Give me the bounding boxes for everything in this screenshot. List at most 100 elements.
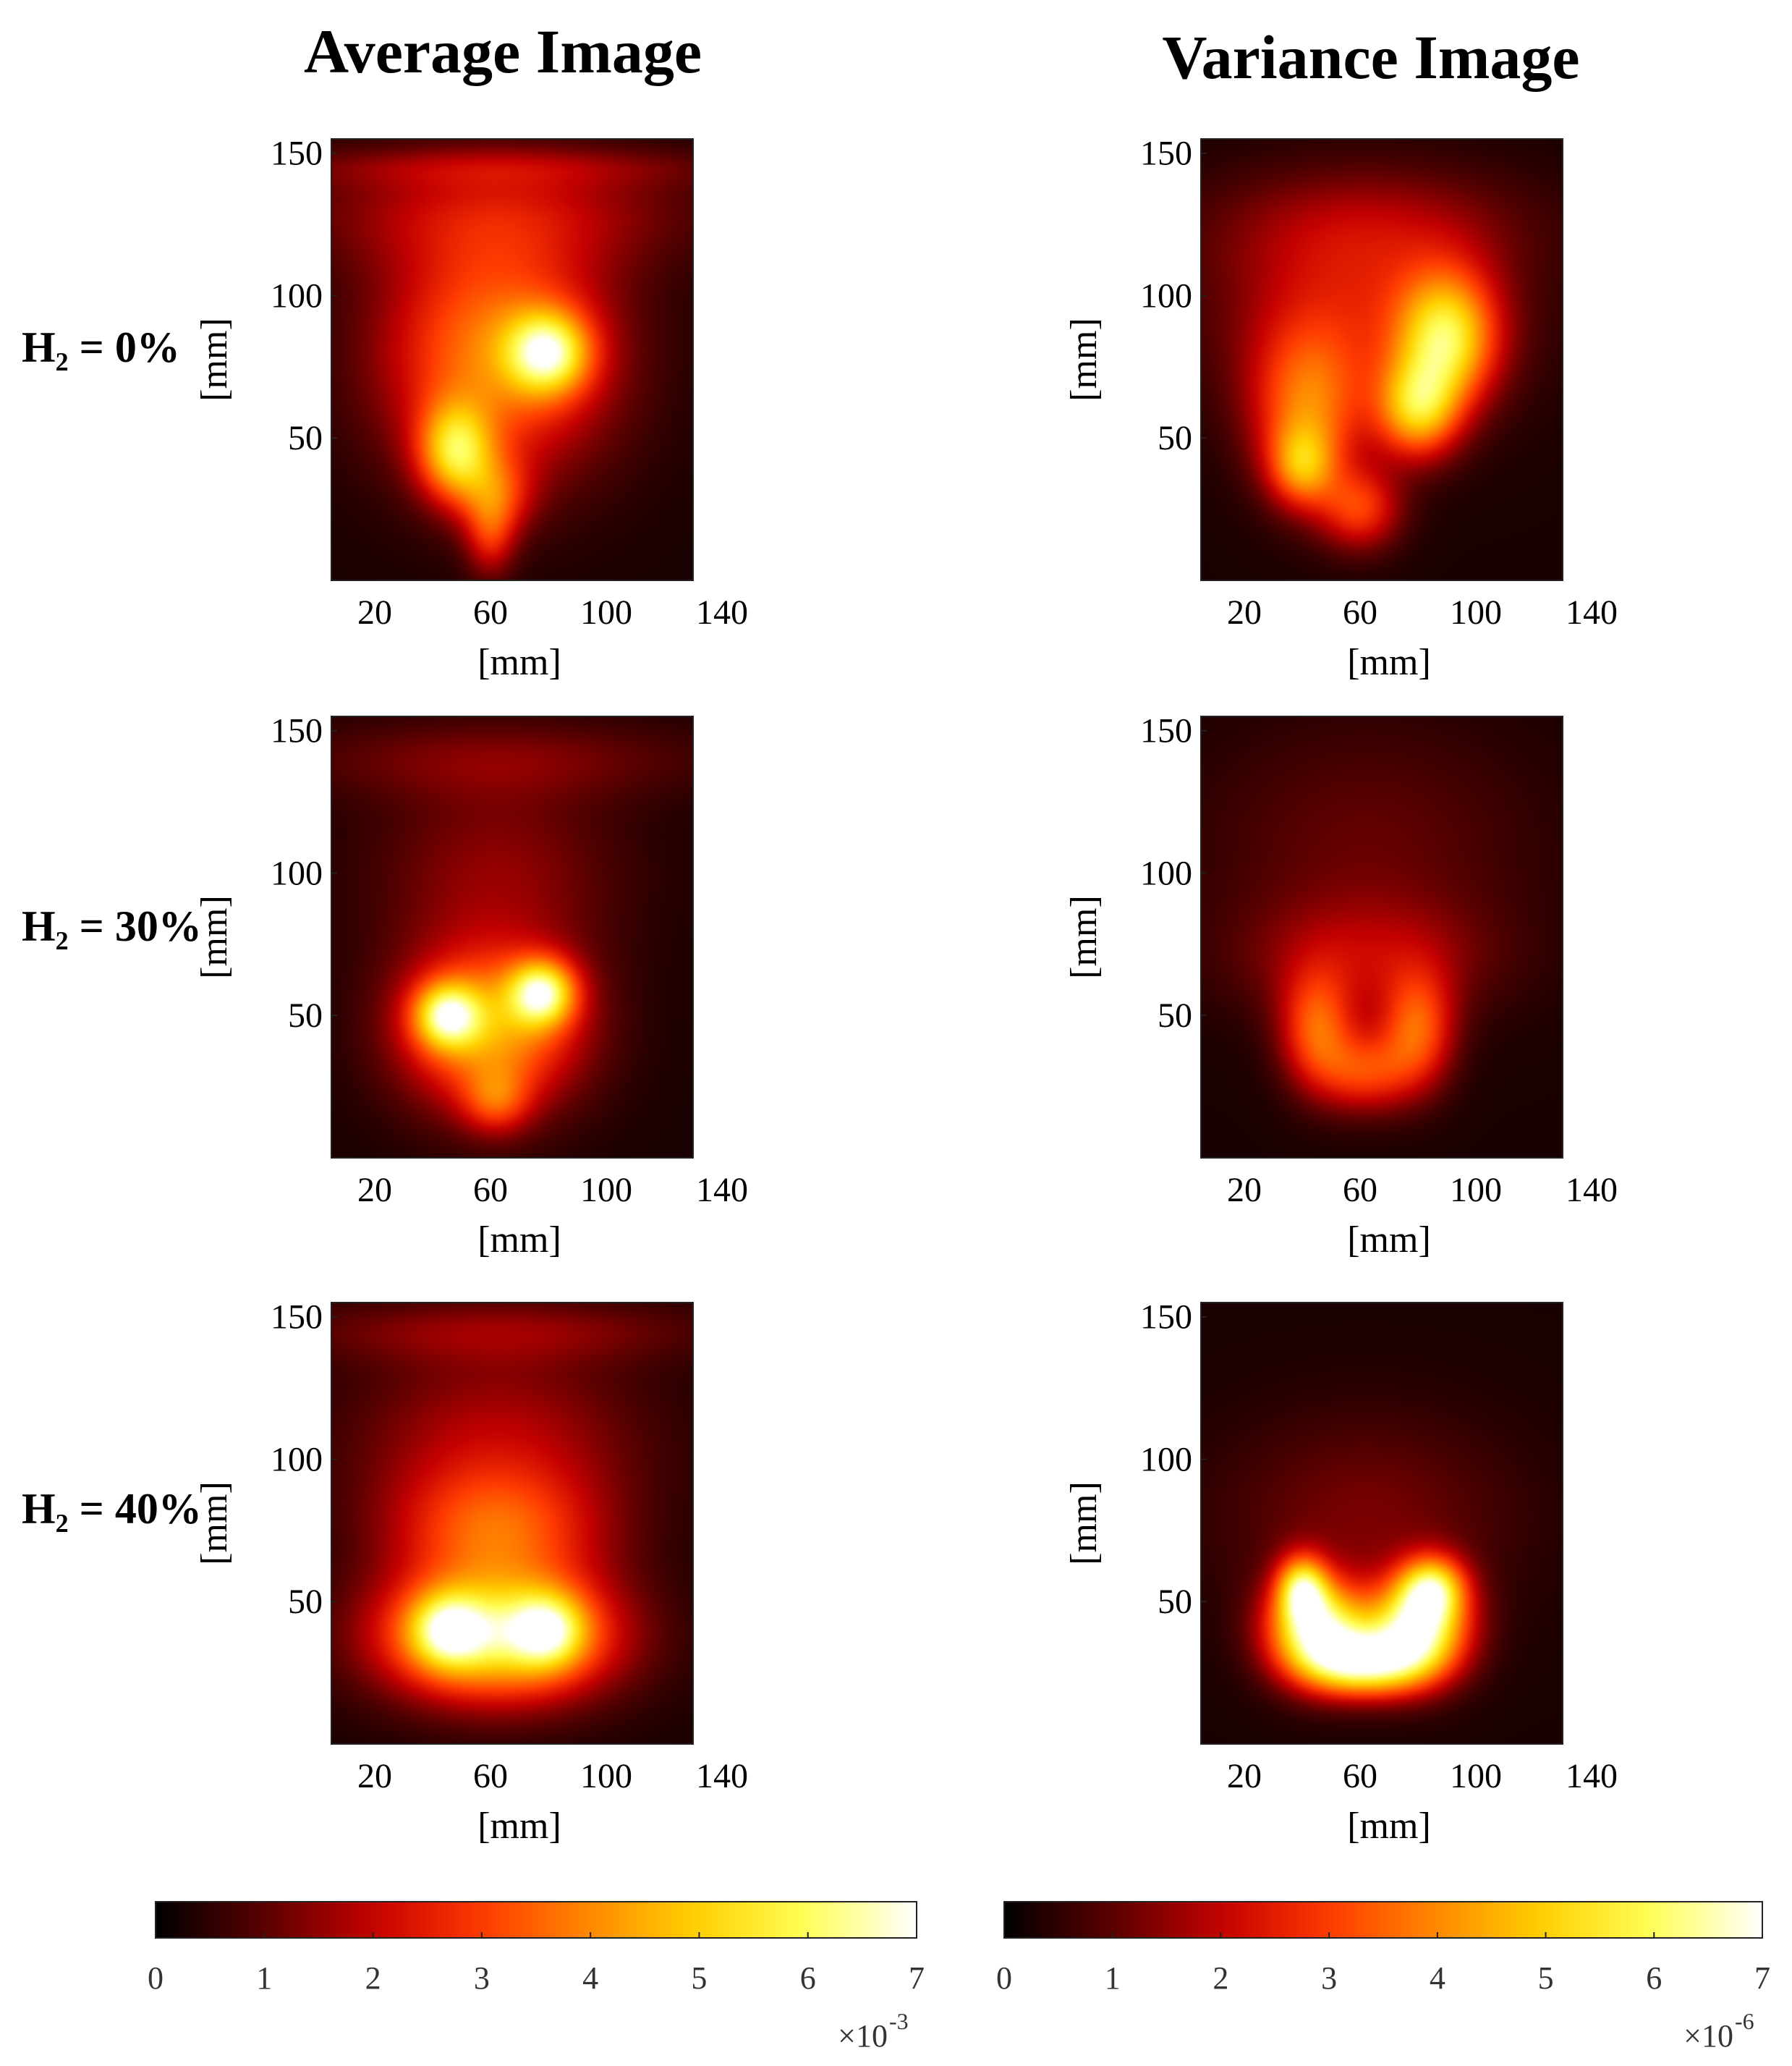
colorbar-tick-label: 0 — [996, 1960, 1012, 1996]
y-axis-label: [mm] — [194, 318, 235, 402]
x-tick-label: 20 — [357, 1757, 392, 1795]
heatmap-image — [1201, 1303, 1563, 1744]
y-axis-label: [mm] — [1063, 895, 1105, 979]
heatmap-panel: 50 100 150 20 60 100 140 [mm] [mm] — [1063, 1298, 1618, 1847]
row-labels: H₂ = 0% H₂ = 30% H₂ = 40% — [22, 323, 202, 1533]
colorbar-multiplier: ×10 — [838, 2018, 888, 2054]
x-tick-label: 20 — [357, 593, 392, 632]
colorbar-tick-label: 1 — [256, 1960, 272, 1996]
x-tick-label: 20 — [1227, 1757, 1262, 1795]
y-tick-label: 150 — [1140, 712, 1192, 750]
colorbar-multiplier: ×10 — [1683, 2018, 1733, 2054]
heatmap-image — [1201, 139, 1563, 580]
heatmap-image — [331, 716, 693, 1158]
colorbar-tick-label: 3 — [1321, 1960, 1337, 1996]
heatmap-panel: 50 100 150 20 60 100 140 [mm] [mm] — [194, 712, 748, 1261]
x-tick-label: 100 — [580, 1757, 632, 1795]
heatmap-panels: 50 100 150 20 60 100 140 [mm] [mm] 50 100 150 20 60 10… — [194, 135, 1618, 1847]
column-title-variance: Variance Image — [1162, 22, 1579, 92]
x-tick-label: 60 — [1343, 1757, 1377, 1795]
y-tick-label: 150 — [271, 135, 323, 173]
x-tick-label: 100 — [1450, 1171, 1502, 1209]
row-label: H₂ = 40% — [22, 1485, 202, 1533]
y-tick-label: 100 — [271, 276, 323, 315]
x-tick-label: 100 — [1450, 1757, 1502, 1795]
colorbar: 0 1 2 3 4 5 6 7 ×10 -3 — [148, 1901, 925, 2054]
y-tick-label: 100 — [271, 854, 323, 892]
colorbar-tick-label: 6 — [800, 1960, 816, 1996]
y-axis-label: [mm] — [1063, 1481, 1105, 1565]
x-tick-label: 100 — [580, 1171, 632, 1209]
y-tick-label: 50 — [288, 1583, 323, 1621]
y-tick-label: 100 — [1140, 854, 1192, 892]
y-tick-label: 150 — [271, 712, 323, 750]
colorbar-tick-label: 4 — [1430, 1960, 1445, 1996]
x-axis-label: [mm] — [477, 1805, 561, 1847]
heatmap-image — [331, 139, 693, 580]
y-tick-label: 150 — [271, 1298, 323, 1337]
column-title-average: Average Image — [304, 17, 702, 86]
x-tick-label: 60 — [1343, 593, 1377, 632]
row-label: H₂ = 0% — [22, 323, 180, 371]
y-tick-label: 100 — [1140, 276, 1192, 315]
x-tick-label: 20 — [1227, 593, 1262, 632]
y-axis-label: [mm] — [1063, 318, 1105, 402]
y-tick-label: 100 — [271, 1440, 323, 1478]
heatmap-image — [331, 1303, 693, 1744]
x-tick-label: 140 — [1566, 1757, 1618, 1795]
colorbar-tick-label: 2 — [1213, 1960, 1228, 1996]
colorbar-tick-label: 1 — [1105, 1960, 1121, 1996]
y-axis-label: [mm] — [194, 895, 235, 979]
plot-frame — [331, 138, 694, 581]
heatmap-image — [1201, 716, 1563, 1158]
x-tick-label: 60 — [473, 1171, 508, 1209]
colorbars: 0 1 2 3 4 5 6 7×10 -30 1 2 3 4 5 6 7×10 -6 — [148, 1901, 1770, 2054]
x-tick-label: 60 — [473, 593, 508, 632]
x-tick-label: 140 — [696, 1757, 748, 1795]
plot-frame — [1200, 138, 1563, 581]
y-tick-label: 50 — [288, 419, 323, 457]
x-tick-label: 140 — [1566, 593, 1618, 632]
colorbar-tick-label: 3 — [474, 1960, 490, 1996]
colorbar-gradient — [155, 1901, 917, 1939]
colorbar-tick-label: 5 — [1538, 1960, 1554, 1996]
heatmap-panel: 50 100 150 20 60 100 140 [mm] [mm] — [194, 135, 748, 683]
y-tick-label: 150 — [1140, 1298, 1192, 1337]
heatmap-panel: 50 100 150 20 60 100 140 [mm] [mm] — [1063, 712, 1618, 1261]
colorbar-tick-label: 2 — [365, 1960, 381, 1996]
colorbar: 0 1 2 3 4 5 6 7 ×10 -6 — [996, 1901, 1770, 2054]
colorbar-tick-label: 5 — [691, 1960, 707, 1996]
x-axis-label: [mm] — [1347, 642, 1431, 683]
y-tick-label: 50 — [1158, 996, 1192, 1035]
colorbar-tick-label: 4 — [582, 1960, 598, 1996]
colorbar-tick-label: 7 — [909, 1960, 925, 1996]
colorbar-tick-label: 0 — [148, 1960, 164, 1996]
colorbar-gradient — [1003, 1901, 1763, 1939]
heatmap-panel: 50 100 150 20 60 100 140 [mm] [mm] — [1063, 135, 1618, 683]
x-axis-label: [mm] — [1347, 1805, 1431, 1847]
x-tick-label: 140 — [696, 593, 748, 632]
x-tick-label: 20 — [1227, 1171, 1262, 1209]
y-tick-label: 50 — [1158, 1583, 1192, 1621]
plot-frame — [331, 716, 694, 1159]
x-axis-label: [mm] — [1347, 1219, 1431, 1261]
colorbar-tick-label: 6 — [1646, 1960, 1662, 1996]
y-tick-label: 100 — [1140, 1440, 1192, 1478]
x-tick-label: 140 — [1566, 1171, 1618, 1209]
colorbar-tick-label: 7 — [1754, 1960, 1770, 1996]
x-tick-label: 100 — [1450, 593, 1502, 632]
colorbar-exponent: -3 — [889, 2008, 909, 2034]
plot-frame — [1200, 1302, 1563, 1745]
x-tick-label: 100 — [580, 593, 632, 632]
x-tick-label: 20 — [357, 1171, 392, 1209]
y-tick-label: 50 — [288, 996, 323, 1035]
y-axis-label: [mm] — [194, 1481, 235, 1565]
x-axis-label: [mm] — [477, 642, 561, 683]
y-tick-label: 50 — [1158, 419, 1192, 457]
x-tick-label: 60 — [1343, 1171, 1377, 1209]
plot-frame — [1200, 716, 1563, 1159]
y-tick-label: 150 — [1140, 135, 1192, 173]
colorbar-exponent: -6 — [1735, 2008, 1754, 2034]
x-axis-label: [mm] — [477, 1219, 561, 1261]
